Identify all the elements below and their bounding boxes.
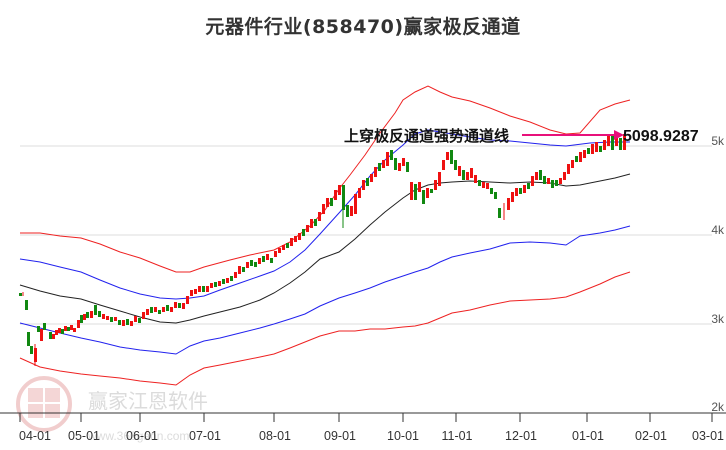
watermark-text: 赢家江恩软件 [88,389,208,413]
x-axis: 04-01 05-01 06-01 07-01 08-01 09-01 10-0… [0,412,726,443]
annotation-value: 5098.9287 [623,128,699,145]
x-tick-label: 10-01 [387,429,419,443]
middle-line [19,173,631,324]
y-tick-5k: 5k [711,134,725,148]
inner-upper-band [19,129,630,300]
x-tick-label: 05-01 [68,429,100,443]
inner-lower-band [19,225,631,355]
watermark: 赢家江恩软件 www.360gann.com [16,376,208,443]
x-tick-label: 03-01 [692,429,724,443]
x-tick-label: 07-01 [189,429,221,443]
x-tick-label: 09-01 [324,429,356,443]
annotation-label: 上穿极反通道强势通道线 [344,127,509,145]
chart-title: 元器件行业(858470)赢家极反通道 [205,16,521,38]
x-tick-label: 02-01 [635,429,667,443]
y-tick-3k: 3k [711,312,725,326]
x-tick-label: 01-01 [572,429,604,443]
breakout-annotation: 上穿极反通道强势通道线 5098.9287 [344,127,699,145]
x-tick-label: 04-01 [19,429,51,443]
watermark-url: www.360gann.com [87,429,189,443]
grid-lines [20,145,712,325]
watermark-logo-icon [16,376,72,432]
x-tick-label: 12-01 [505,429,537,443]
outer-upper-band [20,85,631,273]
arrow-head-icon [614,130,624,140]
y-tick-2k: 2k [711,400,725,414]
outer-lower-band [19,271,631,386]
y-tick-4k: 4k [711,223,725,237]
y-axis-labels: 5k 4k 3k 2k [711,134,725,414]
x-tick-label: 08-01 [259,429,291,443]
candlesticks [19,134,626,366]
x-tick-label: 06-01 [126,429,158,443]
x-tick-label: 11-01 [441,429,472,443]
